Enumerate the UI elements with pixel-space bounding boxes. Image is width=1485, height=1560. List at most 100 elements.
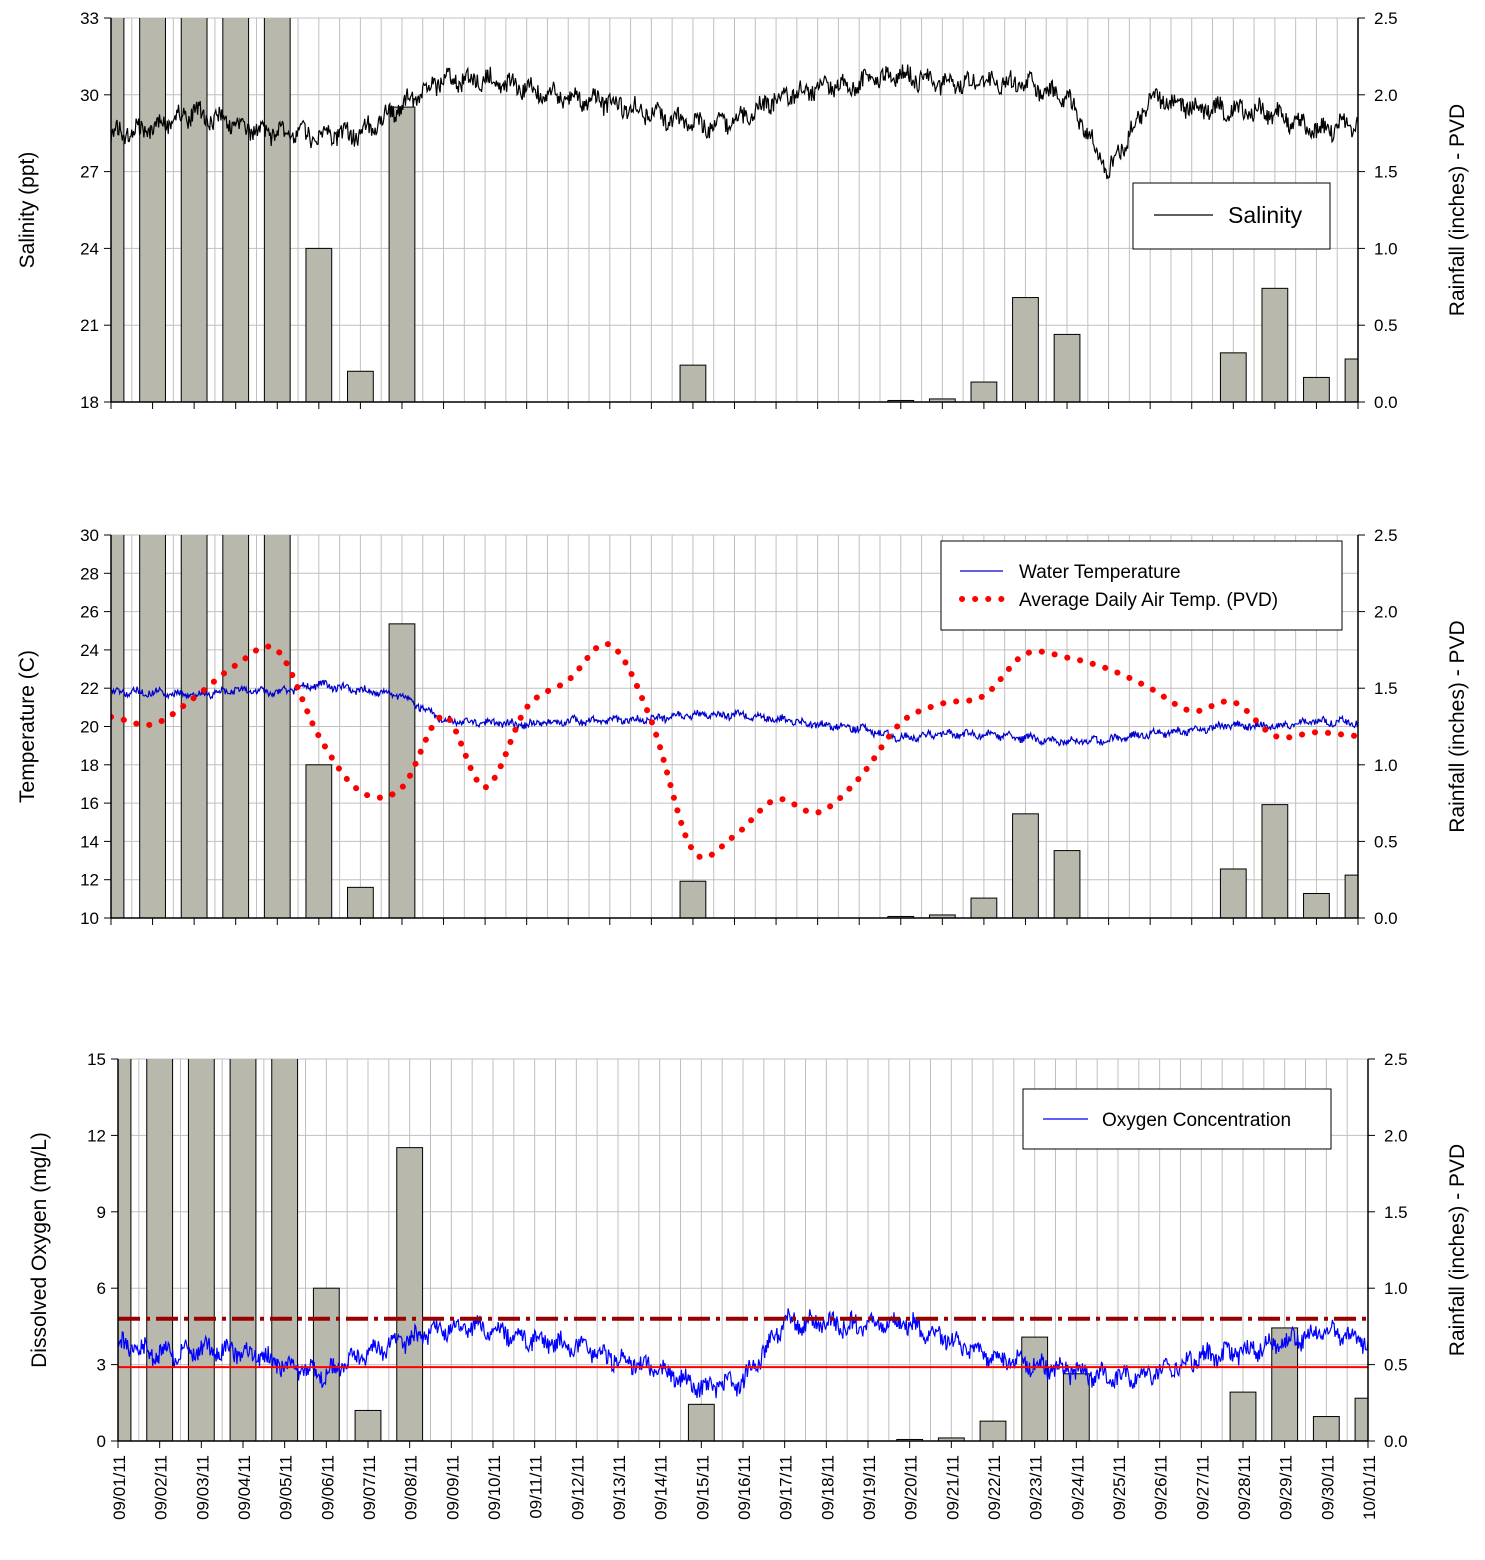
y2-tick-label: 0.5 — [1384, 1356, 1408, 1375]
y-axis-label: Dissolved Oxygen (mg/L) — [28, 1132, 51, 1368]
y-tick-label: 33 — [80, 9, 99, 28]
rainfall-bar — [1053, 850, 1081, 918]
y-axis-label: Temperature (C) — [16, 650, 39, 803]
y2-tick-label: 1.0 — [1374, 756, 1398, 775]
rainfall-bar — [970, 897, 998, 918]
x-tick-label: 09/08/11 — [402, 1455, 421, 1520]
y-tick-label: 28 — [80, 564, 99, 583]
rainfall-bar — [396, 1147, 424, 1441]
x-tick-label: 09/13/11 — [610, 1455, 629, 1520]
y2-tick-label: 0.0 — [1374, 909, 1398, 928]
rainfall-bar — [1219, 352, 1247, 402]
x-tick-label: 09/15/11 — [693, 1455, 712, 1520]
legend-box — [940, 540, 1343, 631]
y-tick-label: 24 — [80, 641, 99, 660]
rainfall-bar — [1053, 333, 1081, 402]
rainfall-bar — [1219, 868, 1247, 918]
x-tick-label: 09/26/11 — [1152, 1455, 1171, 1520]
rainfall-bar — [1312, 1416, 1340, 1441]
y2-tick-label: 0.5 — [1374, 832, 1398, 851]
legend-label-water-temperature: Water Temperature — [1019, 562, 1181, 583]
rainfall-bar — [229, 1059, 257, 1441]
x-tick-label: 09/03/11 — [193, 1455, 212, 1520]
y-tick-label: 16 — [80, 794, 99, 813]
x-tick-label: 09/14/11 — [652, 1455, 671, 1520]
panel-1: 18 21 24 27 30 33 0.0 0.5 1.0 1.5 2.0 2.5 Salinity (… — [16, 9, 1469, 412]
x-tick-label: 09/11/11 — [527, 1455, 546, 1519]
rainfall-bar — [679, 880, 707, 918]
y-tick-label: 14 — [80, 832, 99, 851]
y2-tick-label: 0.0 — [1384, 1432, 1408, 1451]
y-tick-label: 18 — [80, 756, 99, 775]
y2-axis-label: Rainfall (inches) - PVD — [1446, 1144, 1469, 1356]
rainfall-bar — [1303, 892, 1330, 918]
rainfall-bar — [1261, 804, 1289, 918]
y-tick-label: 0 — [97, 1432, 106, 1451]
rainfall-bar — [222, 535, 250, 918]
legend: Water Temperature Average Daily Air Temp.… — [940, 540, 1343, 631]
y2-axis-label: Rainfall (inches) - PVD — [1446, 104, 1469, 316]
rainfall-bars — [118, 1059, 1368, 1441]
x-tick-label: 09/30/11 — [1318, 1455, 1337, 1520]
x-tick-label: 09/25/11 — [1110, 1455, 1129, 1520]
rainfall-bar — [1354, 1397, 1368, 1441]
panel-2: 10 12 14 16 18 20 22 24 26 28 30 0.0 0.5 1.0 1.5 2.0 2.5… — [16, 526, 1469, 928]
x-tick-label: 09/06/11 — [318, 1455, 337, 1520]
rainfall-bar — [180, 18, 208, 402]
panel-3: 0 3 6 9 12 15 0.0 0.5 1.0 1.5 2.0 2.5 Dissolved Oxyg… — [28, 1050, 1469, 1520]
x-tick-label: 09/12/11 — [568, 1455, 587, 1520]
x-tick-label: 09/28/11 — [1235, 1455, 1254, 1520]
rainfall-bar — [263, 18, 291, 402]
legend: Salinity — [1132, 182, 1331, 250]
y2-tick-label: 2.0 — [1384, 1126, 1408, 1145]
rainfall-bar — [1229, 1391, 1257, 1441]
rainfall-bar — [1261, 287, 1289, 402]
rainfall-bar — [180, 535, 208, 918]
y2-tick-label: 2.5 — [1374, 9, 1398, 28]
y-tick-label: 9 — [97, 1203, 106, 1222]
x-tick-label: 10/01/11 — [1360, 1455, 1379, 1520]
rainfall-bar — [347, 370, 374, 402]
salinity-line — [111, 64, 1358, 180]
rainfall-bar — [222, 18, 250, 402]
y2-tick-label: 1.0 — [1374, 239, 1398, 258]
rainfall-bars — [111, 535, 1358, 918]
rainfall-bar — [263, 535, 291, 918]
air-temperature-line — [111, 640, 1358, 861]
y-tick-label: 24 — [80, 239, 99, 258]
rainfall-bar — [1012, 297, 1039, 402]
y2-tick-label: 1.5 — [1384, 1203, 1408, 1222]
oxygen-line — [118, 1308, 1368, 1399]
y-tick-label: 30 — [80, 86, 99, 105]
rainfall-bar — [388, 623, 416, 918]
series-lines — [111, 640, 1358, 861]
rainfall-bar — [979, 1420, 1007, 1441]
y-tick-label: 18 — [80, 393, 99, 412]
x-tick-label: 09/19/11 — [860, 1455, 879, 1520]
rainfall-bar — [928, 398, 956, 402]
rainfall-bar — [1303, 376, 1330, 402]
y2-tick-label: 0.0 — [1374, 393, 1398, 412]
rainfall-bar — [388, 106, 416, 402]
legend: Oxygen Concentration — [1022, 1088, 1332, 1150]
rainfall-bar — [271, 1059, 299, 1441]
x-tick-label: 09/23/11 — [1027, 1455, 1046, 1520]
x-tick-label: 09/20/11 — [902, 1455, 921, 1520]
x-tick-label: 09/17/11 — [777, 1455, 796, 1520]
y-tick-label: 10 — [80, 909, 99, 928]
x-tick-label: 09/05/11 — [277, 1455, 296, 1520]
y2-tick-label: 1.0 — [1384, 1279, 1408, 1298]
legend-label-salinity: Salinity — [1228, 202, 1303, 228]
y2-tick-label: 2.5 — [1384, 1050, 1408, 1069]
water-temperature-line — [111, 679, 1358, 747]
rainfall-bar — [679, 364, 707, 402]
y-tick-label: 21 — [80, 316, 99, 335]
y-tick-label: 12 — [80, 871, 99, 890]
x-tick-label: 09/29/11 — [1277, 1455, 1296, 1520]
x-tick-label: 09/27/11 — [1193, 1455, 1212, 1520]
y-axis-label: Salinity (ppt) — [16, 152, 39, 269]
rainfall-bar — [139, 18, 166, 402]
x-tick-label: 09/02/11 — [152, 1455, 171, 1520]
y2-tick-label: 2.5 — [1374, 526, 1398, 545]
